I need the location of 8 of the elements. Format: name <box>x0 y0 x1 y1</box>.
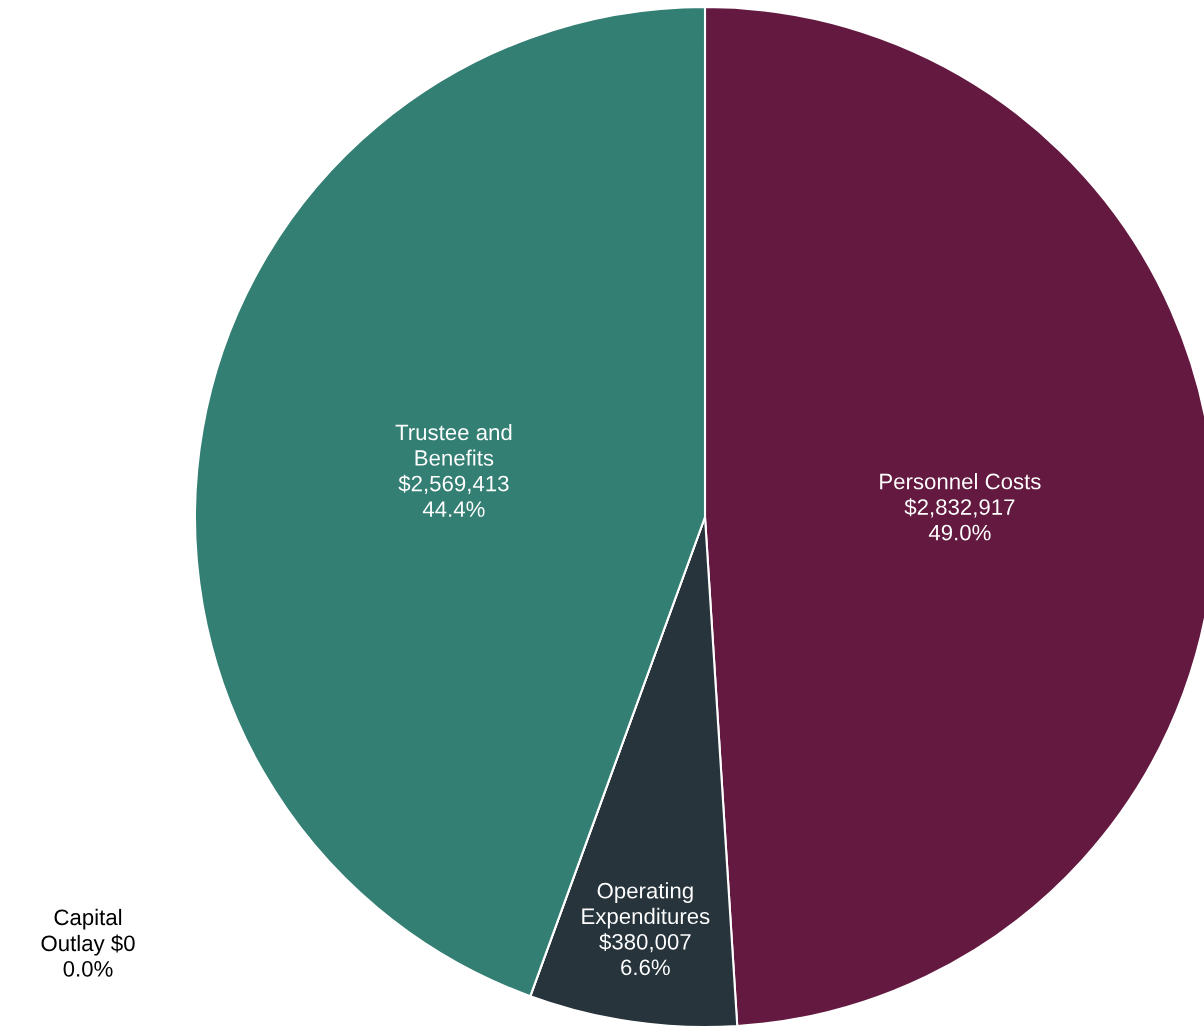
data-label: $2,569,413 44.4% <box>398 474 509 517</box>
text: 0.0% <box>63 961 113 977</box>
data-label: $2,832,917 49.0% <box>904 498 1015 541</box>
slice-label: Personnel Costs <box>880 473 1041 490</box>
data-label: $380,007 6.6% <box>599 932 691 976</box>
category-label: Capital Outlay $0 <box>41 908 135 956</box>
slice-label: Operating Expenditures <box>582 882 710 929</box>
slice-label: Trustee and Benefits <box>395 423 512 466</box>
